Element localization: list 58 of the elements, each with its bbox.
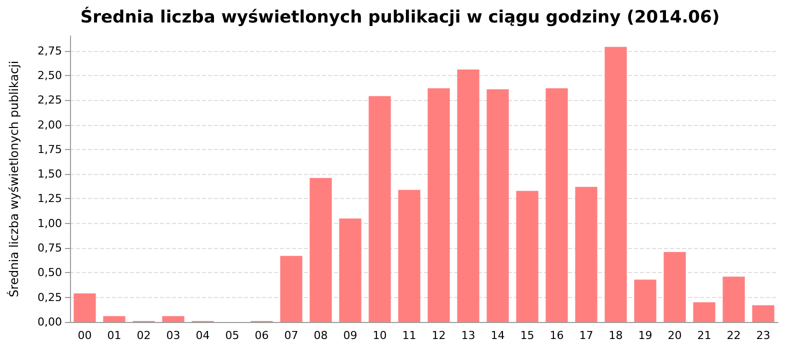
x-tick-label: 17 <box>579 329 594 342</box>
x-tick-label: 13 <box>461 329 476 342</box>
bar <box>575 186 598 322</box>
bar <box>693 302 716 322</box>
x-tick-label: 05 <box>225 329 240 342</box>
bar <box>752 305 774 322</box>
x-tick-label: 23 <box>756 329 770 342</box>
bar <box>664 252 686 322</box>
y-tick-label: 0,25 <box>38 290 62 304</box>
y-tick-label: 2,75 <box>38 44 62 58</box>
x-tick-label: 01 <box>107 329 122 342</box>
bar <box>162 316 184 322</box>
x-tick-label: 19 <box>638 329 652 342</box>
y-tick-label: 1,50 <box>38 168 62 181</box>
chart-title: Średnia liczba wyświetlonych publikacji w ciągu godziny (2014.06) <box>80 6 720 28</box>
x-tick-label: 00 <box>78 329 92 342</box>
y-tick-label: 2,50 <box>38 68 62 82</box>
x-tick-label: 18 <box>608 329 623 342</box>
bar <box>604 46 627 322</box>
y-tick-label: 2,25 <box>38 94 62 107</box>
x-tick-label: 07 <box>284 329 298 342</box>
bar <box>74 293 96 322</box>
y-tick-label: 1,75 <box>38 142 62 156</box>
bar <box>428 88 450 322</box>
x-tick-label: 21 <box>697 329 712 342</box>
x-tick-label: 14 <box>490 329 505 342</box>
bar <box>486 89 509 322</box>
x-tick-label: 04 <box>196 329 210 342</box>
x-tick-label: 03 <box>166 329 180 342</box>
y-tick-label: 2,00 <box>38 118 62 132</box>
x-tick-label: 16 <box>550 329 564 342</box>
x-tick-label: 12 <box>432 329 446 342</box>
bar <box>722 276 745 322</box>
x-tick-label: 02 <box>136 329 151 342</box>
bar <box>310 178 332 322</box>
y-tick-label: 0,00 <box>38 316 62 328</box>
x-tick-label: 20 <box>668 329 682 342</box>
x-tick-label: 15 <box>520 329 534 342</box>
y-axis-title: Średnia liczba wyświetlonych publikacji <box>6 60 21 298</box>
x-tick-label: 22 <box>726 329 741 342</box>
y-tick-label: 0,75 <box>38 242 62 255</box>
y-tick-label: 1,25 <box>38 192 62 206</box>
x-tick-label: 10 <box>372 329 387 342</box>
bar <box>516 190 538 322</box>
x-tick-label: 11 <box>402 329 416 342</box>
bar <box>546 88 568 322</box>
x-tick-label: 06 <box>254 329 269 342</box>
bar <box>280 256 302 322</box>
bar <box>103 316 126 322</box>
y-tick-label: 1,00 <box>38 216 62 230</box>
x-tick-label: 08 <box>314 329 328 342</box>
bar <box>339 218 362 322</box>
bar <box>368 96 391 322</box>
bar <box>634 280 656 322</box>
x-tick-label: 09 <box>343 329 358 342</box>
bar <box>457 70 480 322</box>
bar <box>398 190 420 322</box>
y-tick-label: 0,50 <box>38 266 62 280</box>
